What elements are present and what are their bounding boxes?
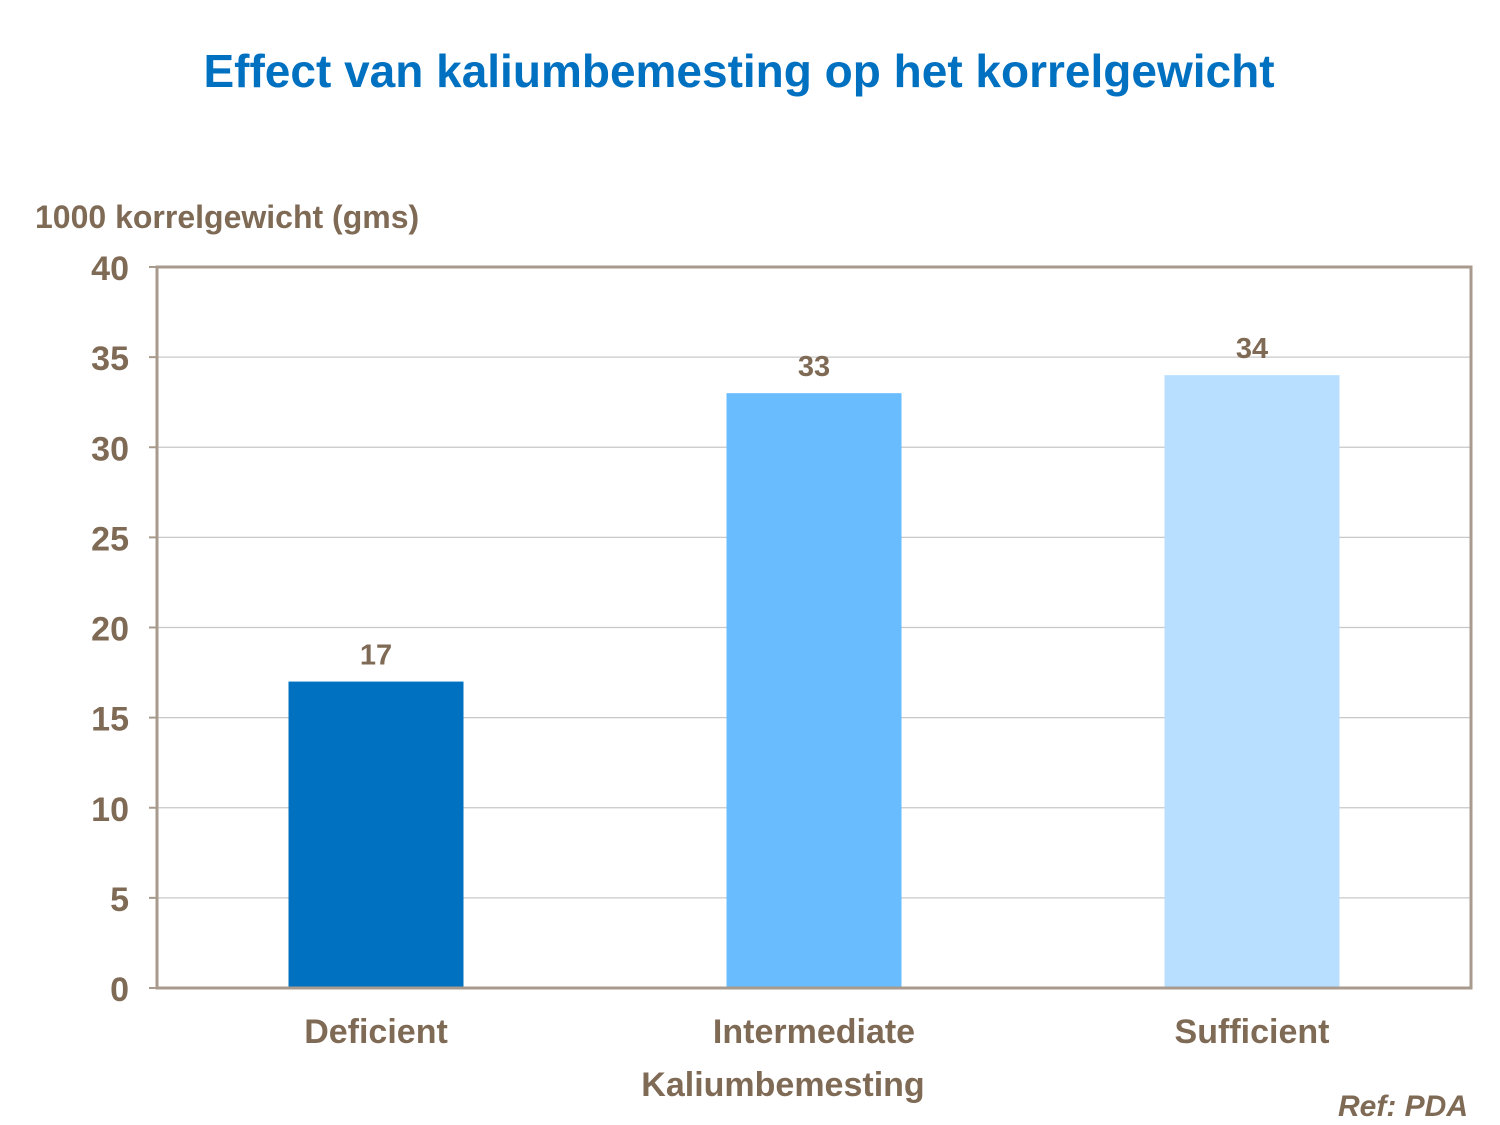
labels: 0 5 10 15 20 25 30 35 40 17 Deficient 33 Intermediat… xyxy=(91,250,1329,1051)
y-tick-label: 10 xyxy=(91,791,129,829)
x-axis-label: Kaliumbemesting xyxy=(641,1066,924,1104)
bar-deficient xyxy=(288,681,464,988)
chart-title: Effect van kaliumbemesting op het korrel… xyxy=(203,45,1275,97)
data-label: 17 xyxy=(360,640,392,672)
bar-sufficient xyxy=(1164,375,1340,988)
x-tick-label: Sufficient xyxy=(1175,1013,1330,1051)
y-tick-label: 5 xyxy=(110,881,129,919)
bar-intermediate xyxy=(726,393,902,988)
axes xyxy=(149,265,1473,990)
y-tick-label: 0 xyxy=(110,971,129,1009)
y-tick-label: 30 xyxy=(91,430,129,468)
x-tick-label: Deficient xyxy=(304,1013,448,1051)
y-tick-label: 20 xyxy=(91,611,129,649)
y-tick-label: 35 xyxy=(91,340,129,378)
x-tick-label: Intermediate xyxy=(713,1013,915,1051)
reference-note: Ref: PDA xyxy=(1337,1090,1468,1123)
y-axis-label: 1000 korrelgewicht (gms) xyxy=(35,199,419,235)
data-label: 33 xyxy=(798,351,830,383)
data-label: 34 xyxy=(1236,333,1268,365)
plot-frame xyxy=(155,265,1473,990)
y-tick-label: 25 xyxy=(91,520,129,558)
bars xyxy=(288,375,1340,988)
y-tick-label: 15 xyxy=(91,701,129,739)
y-tick-label: 40 xyxy=(91,250,129,288)
